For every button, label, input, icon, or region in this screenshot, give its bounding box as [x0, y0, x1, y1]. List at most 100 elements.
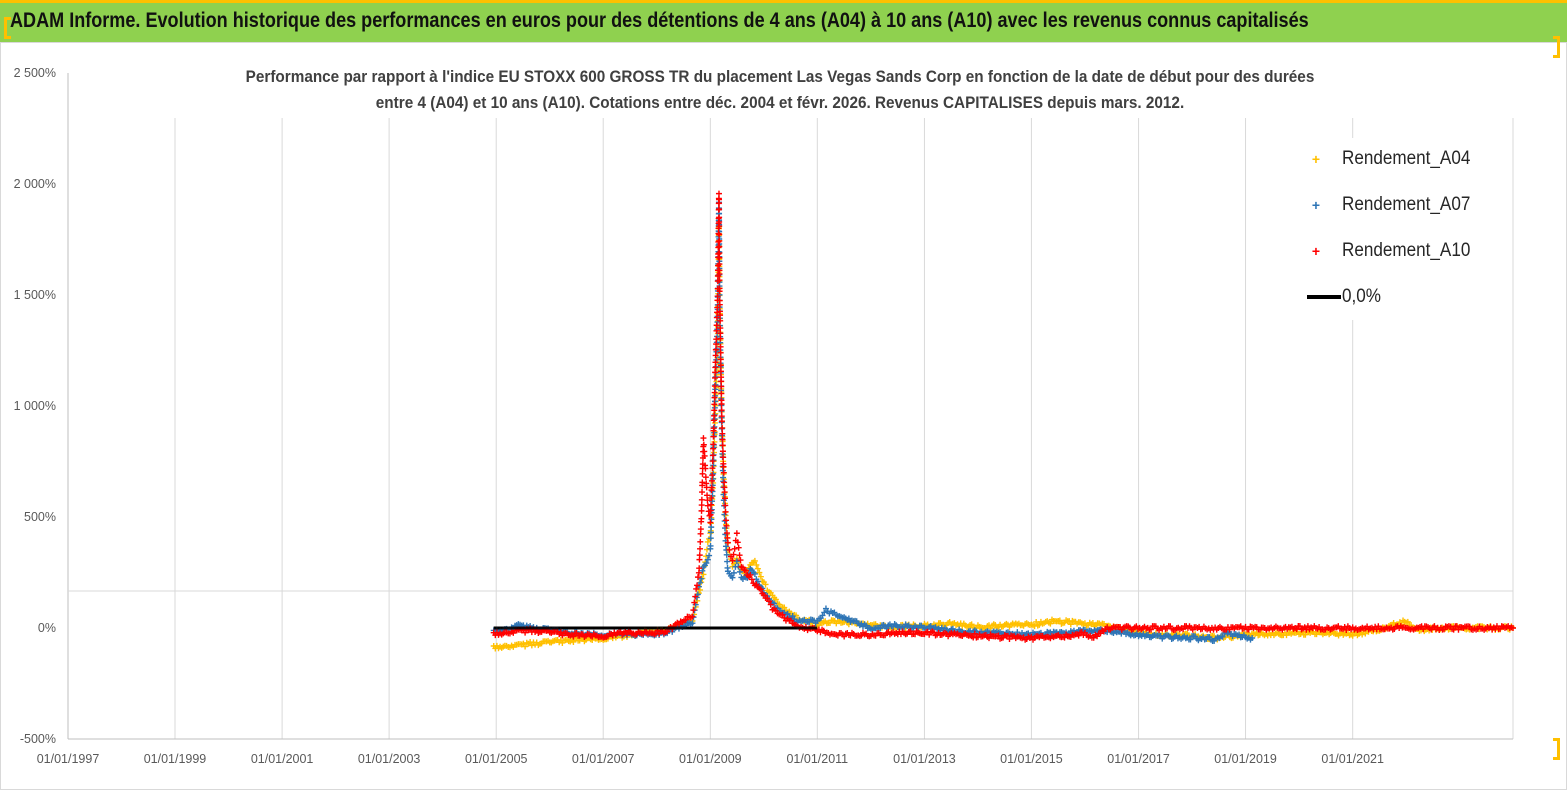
data-point — [697, 586, 704, 593]
data-point — [708, 477, 715, 484]
data-point — [721, 495, 728, 502]
data-point — [1180, 626, 1187, 633]
data-point — [772, 596, 779, 603]
data-point — [713, 322, 720, 329]
data-point — [1006, 636, 1013, 643]
data-point — [702, 474, 709, 481]
data-point — [716, 254, 723, 261]
data-point — [716, 243, 723, 250]
x-tick-label: 01/01/2019 — [1214, 752, 1277, 766]
y-tick-label: 2 500% — [14, 66, 56, 80]
data-point — [912, 631, 919, 638]
y-tick-label: 1 500% — [14, 288, 56, 302]
data-point — [711, 394, 718, 401]
data-point — [762, 581, 769, 588]
data-point — [557, 629, 564, 636]
corner-marker-br — [1553, 738, 1560, 760]
y-tick-label: 2 000% — [14, 177, 56, 191]
legend-item-a10: + Rendement_A10 — [1290, 236, 1485, 266]
data-point — [1510, 625, 1516, 631]
y-axis-ticks: -500% 0% 500% 1 000% 1 500% 2 000% 2 500% — [14, 66, 56, 746]
chart-title-line-2: entre 4 (A04) et 10 ans (A10). Cotations… — [375, 93, 1185, 112]
data-point — [716, 237, 723, 244]
data-point — [1056, 617, 1063, 624]
data-point — [789, 613, 796, 620]
data-point — [716, 301, 723, 308]
data-point — [712, 359, 719, 366]
data-point — [717, 362, 724, 369]
data-point — [570, 633, 577, 640]
data-point — [766, 598, 773, 605]
data-point — [1404, 618, 1411, 625]
data-point — [682, 616, 689, 623]
data-point — [716, 223, 723, 230]
data-point — [1441, 626, 1448, 633]
data-point — [689, 620, 696, 627]
data-point — [697, 526, 704, 533]
data-point — [691, 599, 698, 606]
data-point — [1187, 636, 1194, 643]
data-point — [700, 435, 707, 442]
data-point — [706, 552, 713, 559]
data-point — [722, 508, 729, 515]
x-tick-label: 01/01/2015 — [1000, 752, 1063, 766]
y-tick-label: 1 000% — [14, 399, 56, 413]
data-point — [718, 413, 725, 420]
report-title: ADAM Informe. Evolution historique des p… — [10, 9, 1309, 32]
data-point — [757, 586, 764, 593]
data-point — [693, 585, 700, 592]
data-point — [716, 270, 723, 277]
data-point — [714, 293, 721, 300]
data-point — [719, 425, 726, 432]
data-point — [720, 478, 727, 485]
legend-label-zero: 0,0% — [1342, 286, 1381, 307]
chart-title: Performance par rapport à l'indice EU ST… — [204, 64, 1356, 116]
data-point — [715, 251, 722, 258]
data-point — [1431, 623, 1438, 630]
data-point — [723, 522, 730, 529]
data-point — [709, 488, 716, 495]
x-tick-label: 01/01/1997 — [37, 752, 100, 766]
data-point — [720, 469, 727, 476]
data-point — [720, 454, 727, 461]
legend-item-zero: 0,0% — [1290, 282, 1385, 312]
data-point — [1302, 631, 1309, 638]
data-point — [845, 615, 852, 622]
chart-title-line-1: Performance par rapport à l'indice EU ST… — [245, 67, 1315, 86]
data-point — [698, 496, 705, 503]
data-point — [724, 558, 731, 565]
x-tick-label: 01/01/1999 — [144, 752, 207, 766]
x-tick-label: 01/01/2017 — [1107, 752, 1170, 766]
data-point — [756, 569, 763, 576]
data-point — [696, 552, 703, 559]
x-tick-label: 01/01/2003 — [358, 752, 421, 766]
data-point — [712, 364, 719, 371]
legend-marker-a10: + — [1311, 243, 1321, 259]
data-point — [715, 190, 722, 197]
data-point — [1359, 631, 1366, 638]
legend: + Rendement_A04 + Rendement_A07 + Rendem… — [1290, 138, 1508, 320]
data-point — [1219, 633, 1226, 640]
x-axis-ticks: 01/01/1997 01/01/1999 01/01/2001 01/01/2003… — [37, 752, 1384, 766]
data-point — [730, 551, 737, 558]
data-point — [722, 502, 729, 509]
data-point — [707, 529, 714, 536]
data-point — [697, 545, 704, 552]
data-point — [968, 621, 975, 628]
data-point — [1097, 630, 1104, 637]
data-point — [710, 441, 717, 448]
data-point — [702, 465, 709, 472]
data-point — [522, 629, 529, 636]
data-point — [704, 556, 711, 563]
data-point — [711, 383, 718, 390]
data-point — [711, 389, 718, 396]
data-point — [771, 600, 778, 607]
data-point — [711, 401, 718, 408]
data-point — [704, 497, 711, 504]
data-point — [528, 642, 535, 649]
y-tick-label: 500% — [24, 510, 56, 524]
data-point — [718, 407, 725, 414]
data-point — [699, 567, 706, 574]
data-point — [699, 470, 706, 477]
data-point — [1090, 634, 1097, 641]
